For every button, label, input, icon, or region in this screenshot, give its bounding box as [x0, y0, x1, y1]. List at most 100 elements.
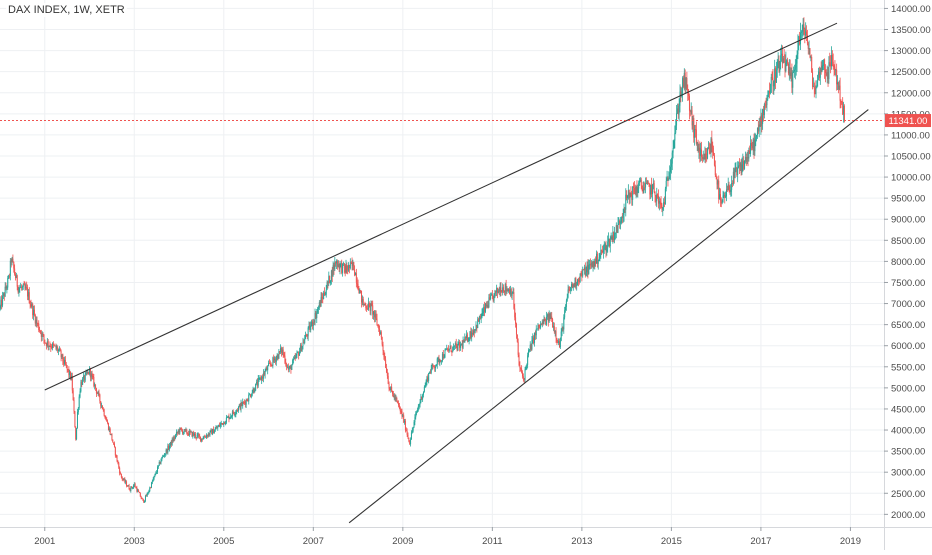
candle-body: [214, 429, 216, 432]
x-tick-label: 2011: [482, 536, 502, 547]
candle-body: [642, 188, 644, 193]
candle-body: [477, 319, 479, 329]
candle-body: [11, 258, 13, 263]
candle-body: [270, 364, 272, 366]
candle-body: [634, 191, 636, 195]
candle-body: [324, 294, 326, 296]
candle-body: [337, 264, 339, 267]
candle-body: [732, 183, 734, 184]
candle-body: [651, 184, 653, 194]
candle-body: [509, 289, 511, 295]
candle-body: [402, 415, 404, 417]
candle-body: [200, 438, 202, 441]
candle-body: [47, 341, 49, 347]
candle-body: [313, 322, 315, 324]
candle-body: [170, 441, 172, 445]
candle-body: [591, 262, 593, 267]
candle-body: [21, 286, 23, 288]
candle-body: [46, 341, 48, 346]
candle-body: [79, 391, 81, 397]
candle-body: [365, 305, 367, 309]
candle-body: [596, 253, 598, 264]
candle-body: [836, 69, 838, 85]
candle-body: [206, 435, 208, 437]
candle-body: [725, 189, 727, 197]
candle-body: [839, 85, 841, 101]
candle-body: [210, 429, 212, 431]
candle-body: [656, 194, 658, 202]
candle-body: [49, 345, 51, 347]
candle-body: [194, 433, 196, 436]
candle-body: [789, 67, 791, 77]
candle-body: [58, 349, 60, 351]
candle-body: [451, 351, 453, 353]
candle-body: [161, 457, 163, 461]
candle-body: [577, 279, 579, 285]
candle-body: [353, 262, 355, 270]
candle-body: [216, 427, 218, 429]
candle-body: [436, 358, 438, 365]
candle-body: [300, 345, 302, 352]
candle-body: [443, 357, 445, 359]
candle-body: [349, 262, 351, 269]
candle-body: [447, 349, 449, 351]
candle-body: [782, 58, 784, 64]
candle-body: [73, 399, 75, 412]
candle-body: [606, 248, 608, 252]
candle-body: [199, 435, 201, 437]
candle-body: [554, 331, 556, 333]
candle-body: [398, 405, 400, 408]
candle-body: [663, 202, 665, 208]
candle-body: [501, 292, 503, 293]
candle-body: [753, 139, 755, 152]
candle-body: [570, 287, 572, 291]
candle-body: [367, 308, 369, 310]
candle-body: [730, 189, 732, 192]
candle-body: [356, 282, 358, 285]
candle-body: [596, 253, 598, 264]
candle-body: [416, 409, 418, 412]
candle-body: [787, 60, 789, 64]
candle-body: [444, 349, 446, 358]
candle-body: [565, 300, 567, 307]
candle-body: [726, 189, 728, 191]
candle-body: [51, 347, 53, 349]
candle-body: [538, 324, 540, 327]
candle-body: [124, 478, 126, 483]
candle-body: [550, 316, 552, 320]
candle-body: [345, 265, 347, 273]
candle-body: [382, 344, 384, 351]
candle-body: [717, 180, 719, 185]
candle-body: [318, 302, 320, 308]
candle-body: [34, 314, 36, 324]
candle-body: [76, 428, 78, 440]
candle-body: [452, 346, 454, 352]
candle-body: [623, 208, 625, 215]
candle-body: [511, 292, 513, 296]
y-tick-label: 2000.00: [891, 510, 925, 521]
candle-body: [503, 291, 505, 293]
candle-body: [809, 48, 811, 58]
candle-body: [268, 363, 270, 364]
candle-body: [56, 347, 58, 349]
candle-body: [715, 175, 717, 177]
candle-body: [100, 401, 102, 406]
candle-body: [598, 257, 600, 262]
candle-body: [244, 402, 246, 405]
candle-body: [520, 368, 522, 369]
candle-body: [453, 345, 455, 347]
candle-body: [12, 258, 14, 262]
candle-body: [597, 261, 599, 264]
candle-body: [543, 319, 545, 325]
candle-body: [657, 195, 659, 204]
candle-body: [175, 432, 177, 435]
candle-body: [555, 331, 557, 339]
candle-body: [17, 286, 19, 293]
candle-body: [534, 332, 536, 336]
candle-body: [655, 195, 657, 202]
candle-body: [134, 484, 136, 488]
candle-body: [80, 382, 82, 392]
candle-body: [109, 428, 111, 435]
candle-body: [749, 150, 751, 154]
